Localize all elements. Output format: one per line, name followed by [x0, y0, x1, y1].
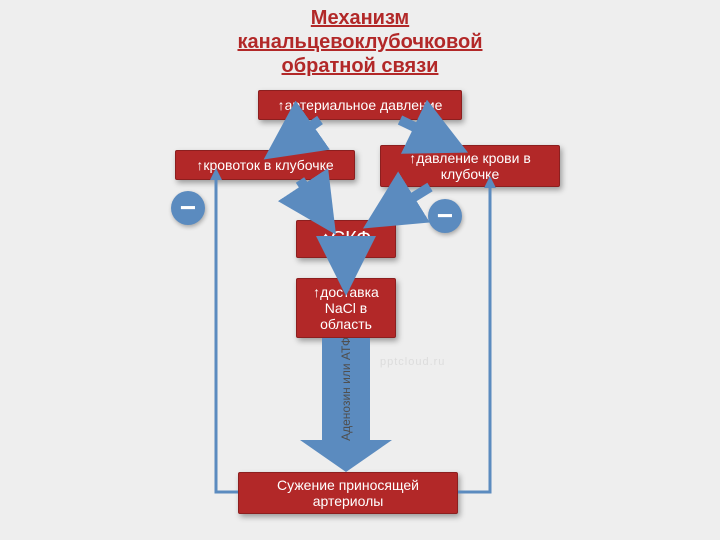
- diagram-stage: Механизм канальцевоклубочковой обратной …: [0, 0, 720, 540]
- arrow-flow-to-gfr: [300, 180, 325, 218]
- minus-right-icon: −: [428, 199, 462, 233]
- arrow-press-to-gfr: [380, 187, 430, 218]
- node-nacl-delivery: ↑доставка NaCl в область: [296, 278, 396, 338]
- feedback-line-left: [216, 178, 238, 492]
- arrow-bp-to-press: [400, 120, 450, 144]
- feedback-line-right: [458, 186, 490, 492]
- diagram-title: Механизм канальцевоклубочковой обратной …: [190, 6, 530, 78]
- node-arterial-pressure: ↑артериальное давление: [258, 90, 462, 120]
- big-arrow-label-text: Аденозин или АТФ: [339, 337, 353, 441]
- node-glomerular-flow: ↑кровоток в клубочке: [175, 150, 355, 180]
- arrows-layer: [0, 0, 720, 540]
- node-afferent-constrict: Сужение приносящей артериолы: [238, 472, 458, 514]
- node-gfr: ↑СКФ: [296, 220, 396, 258]
- watermark: pptcloud.ru: [380, 356, 445, 368]
- minus-left-icon: −: [171, 191, 205, 225]
- big-arrow-label: Аденозин или АТФ: [322, 338, 370, 440]
- arrow-bp-to-flow: [280, 120, 320, 148]
- node-glomerular-press: ↑давление крови в клубочке: [380, 145, 560, 187]
